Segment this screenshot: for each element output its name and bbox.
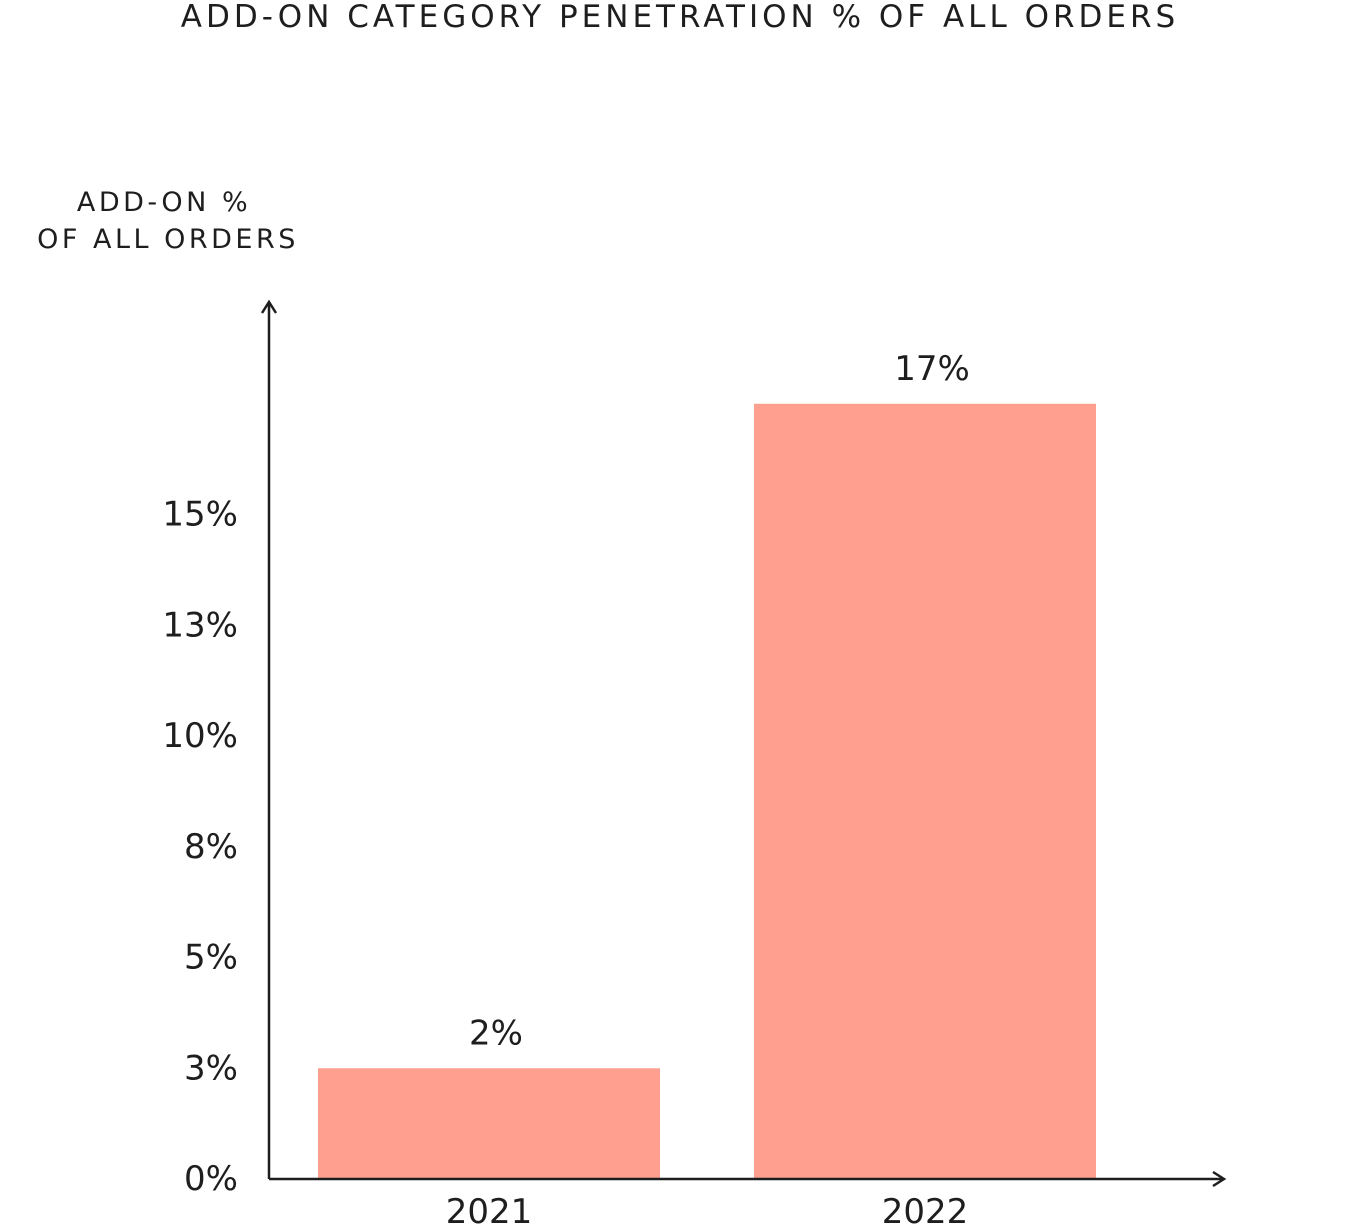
- y-tick-label: 13%: [162, 605, 238, 645]
- y-axis-label-line-1: ADD-ON %: [77, 187, 251, 218]
- y-tick-label: 15%: [162, 495, 238, 535]
- data-labels-layer: 2% 17%: [469, 349, 970, 1054]
- bar-2021: [318, 1068, 660, 1179]
- axes: [260, 299, 1227, 1188]
- chart-title: ADD-ON CATEGORY PENETRATION % OF ALL ORD…: [181, 0, 1179, 35]
- y-tick-label: 8%: [184, 827, 238, 867]
- bars-layer: [318, 403, 1096, 1179]
- y-tick-label: 10%: [162, 716, 238, 756]
- data-label-2022: 17%: [894, 349, 970, 389]
- y-axis-label-line-2: OF ALL ORDERS: [37, 224, 299, 255]
- x-axis-arrow-icon: [1212, 1170, 1227, 1188]
- data-label-2021: 2%: [469, 1013, 523, 1053]
- y-tick-label: 0%: [184, 1159, 238, 1199]
- y-tick-label: 5%: [184, 938, 238, 978]
- x-ticks-layer: 2021 2022: [446, 1192, 969, 1225]
- bar-2022: [754, 403, 1096, 1179]
- x-tick-label-2021: 2021: [446, 1192, 533, 1225]
- y-axis-arrow-icon: [260, 299, 278, 314]
- y-tick-label: 3%: [184, 1048, 238, 1088]
- x-tick-label-2022: 2022: [882, 1192, 969, 1225]
- y-ticks-layer: 0% 3% 5% 8% 10% 13% 15%: [162, 495, 238, 1200]
